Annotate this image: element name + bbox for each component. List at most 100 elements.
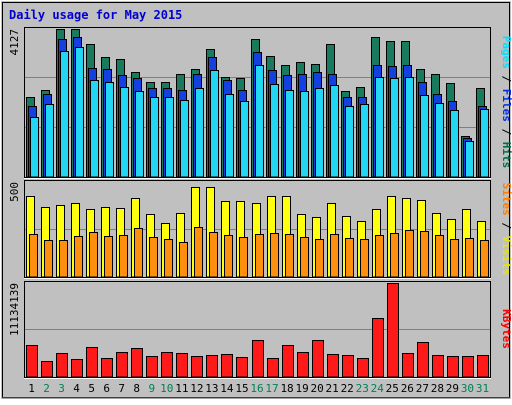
bar-kbytes-day-18 (282, 345, 294, 378)
bar-sites-day-20 (315, 239, 324, 278)
bar-sites-day-6 (104, 236, 113, 278)
bars (26, 29, 489, 378)
bar-pages-day-24 (375, 77, 384, 178)
x-label-day-4: 4 (73, 382, 80, 395)
bar-kbytes-day-20 (312, 340, 324, 378)
x-label-day-9: 9 (148, 382, 155, 395)
x-label-day-7: 7 (118, 382, 125, 395)
x-label-day-10: 10 (160, 382, 173, 395)
bar-sites-day-29 (450, 239, 459, 278)
bar-pages-day-3 (60, 51, 69, 178)
bar-sites-day-10 (164, 239, 173, 278)
legend-visits: Visits (500, 236, 512, 276)
bar-pages-day-1 (30, 117, 39, 178)
x-label-day-5: 5 (88, 382, 95, 395)
bar-kbytes-day-15 (236, 357, 248, 378)
x-label-day-23: 23 (356, 382, 369, 395)
bar-sites-day-8 (134, 228, 143, 278)
legend-label-visits: Sites / Visits (500, 183, 512, 276)
bar-sites-day-23 (360, 239, 369, 278)
legend-sites: Sites (500, 183, 512, 216)
bar-sites-day-2 (44, 240, 53, 278)
x-label-day-2: 2 (43, 382, 50, 395)
bar-kbytes-day-6 (101, 358, 113, 378)
bar-pages-day-31 (480, 109, 489, 178)
x-label-day-25: 25 (386, 382, 399, 395)
y-max-label-kbytes: 11134139 (8, 283, 21, 336)
bar-kbytes-day-30 (462, 356, 474, 378)
bar-pages-day-15 (240, 101, 249, 178)
bar-pages-day-23 (360, 104, 369, 178)
legend-separator: / (500, 122, 512, 142)
legend-separator: / (500, 69, 512, 89)
bar-kbytes-day-4 (71, 359, 83, 378)
x-label-day-31: 31 (476, 382, 489, 395)
series-legend-labels: Pages / Files / Hits Sites / Visits KBytes (500, 36, 512, 349)
y-max-label-traffic: 4127 (8, 29, 21, 56)
bar-kbytes-day-9 (146, 356, 158, 378)
bar-kbytes-day-7 (116, 352, 128, 378)
legend-label-kbytes: KBytes (500, 309, 512, 349)
bar-kbytes-day-1 (26, 345, 38, 378)
bar-kbytes-day-10 (161, 352, 173, 378)
bar-pages-day-5 (90, 80, 99, 178)
x-label-day-3: 3 (58, 382, 65, 395)
bar-pages-day-12 (195, 88, 204, 178)
x-label-day-11: 11 (175, 382, 188, 395)
bar-sites-day-5 (89, 232, 98, 278)
x-label-day-21: 21 (326, 382, 339, 395)
bar-sites-day-7 (119, 235, 128, 278)
x-label-day-6: 6 (103, 382, 110, 395)
bar-sites-day-24 (375, 235, 384, 278)
bar-sites-day-3 (59, 240, 68, 278)
legend-hits: Hits (500, 142, 512, 169)
bar-kbytes-day-26 (402, 353, 414, 378)
bar-kbytes-day-17 (267, 358, 279, 378)
x-label-day-27: 27 (416, 382, 429, 395)
bar-sites-day-31 (480, 240, 489, 278)
bar-kbytes-day-31 (477, 355, 489, 378)
x-label-day-8: 8 (133, 382, 140, 395)
bar-pages-day-4 (75, 47, 84, 178)
bar-sites-day-25 (390, 233, 399, 278)
bar-kbytes-day-2 (41, 361, 53, 378)
bar-pages-day-13 (210, 70, 219, 178)
bar-sites-day-1 (29, 234, 38, 278)
bar-sites-day-11 (179, 242, 188, 278)
legend-files: Files (500, 89, 512, 122)
bar-sites-day-15 (239, 237, 248, 278)
x-label-day-1: 1 (28, 382, 35, 395)
bar-pages-day-17 (270, 84, 279, 178)
legend-label-traffic: Pages / Files / Hits (500, 36, 512, 169)
bar-kbytes-day-11 (176, 353, 188, 378)
bar-pages-day-27 (420, 95, 429, 178)
y-max-label-visits: 500 (8, 182, 21, 202)
bar-kbytes-day-13 (206, 355, 218, 378)
x-label-day-16: 16 (250, 382, 263, 395)
bar-pages-day-28 (435, 103, 444, 178)
bar-kbytes-day-24 (372, 318, 384, 378)
x-label-day-13: 13 (205, 382, 218, 395)
x-label-day-29: 29 (446, 382, 459, 395)
x-label-day-28: 28 (431, 382, 444, 395)
bar-kbytes-day-29 (447, 356, 459, 378)
bar-pages-day-16 (255, 65, 264, 178)
bar-sites-day-27 (420, 231, 429, 278)
x-label-day-30: 30 (461, 382, 474, 395)
bar-pages-day-10 (165, 97, 174, 178)
bar-kbytes-day-3 (56, 353, 68, 378)
x-axis-day-labels: 1 2 3 4 5 6 7 8 9 10 11 12 13 14 15 16 17 18 19 20 21 22 23 24 2… (28, 382, 489, 395)
bar-sites-day-21 (330, 234, 339, 278)
bar-pages-day-8 (135, 91, 144, 178)
bar-kbytes-day-27 (417, 342, 429, 378)
x-label-day-17: 17 (265, 382, 278, 395)
x-label-day-15: 15 (235, 382, 248, 395)
bar-pages-day-11 (180, 100, 189, 178)
bar-sites-day-19 (300, 237, 309, 278)
bar-kbytes-day-22 (342, 355, 354, 378)
bar-kbytes-day-5 (86, 347, 98, 378)
bar-kbytes-day-14 (221, 354, 233, 378)
bar-pages-day-14 (225, 94, 234, 178)
